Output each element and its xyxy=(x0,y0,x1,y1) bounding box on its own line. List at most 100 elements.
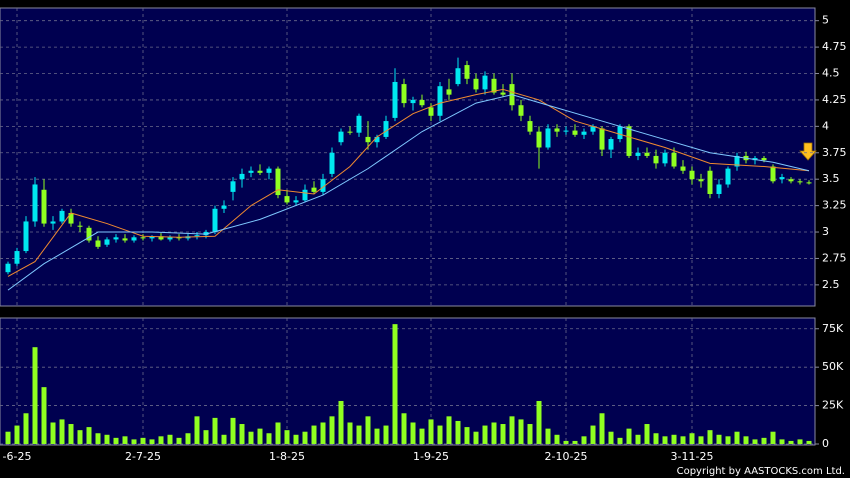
volume-bar xyxy=(50,422,56,444)
candle-body xyxy=(239,173,245,180)
y-tick-label: 3.5 xyxy=(822,172,840,185)
volume-bar xyxy=(626,428,632,444)
y-tick-label: 75K xyxy=(822,322,844,335)
volume-bar xyxy=(23,413,29,444)
volume-bar xyxy=(392,324,398,444)
volume-bar xyxy=(599,413,605,444)
volume-bar xyxy=(572,440,578,444)
candle-body xyxy=(374,136,380,143)
volume-bar xyxy=(473,431,479,444)
candle-body xyxy=(455,68,461,85)
volume-bar xyxy=(194,416,200,444)
volume-bar xyxy=(671,434,677,444)
volume-bar xyxy=(716,434,722,444)
volume-bar xyxy=(77,430,83,444)
candle-body xyxy=(689,170,695,180)
candle-body xyxy=(347,131,353,133)
candle-body xyxy=(626,126,632,156)
volume-bar xyxy=(680,436,686,444)
volume-bar xyxy=(365,416,371,444)
candle-body xyxy=(86,227,92,241)
volume-bar xyxy=(212,417,218,444)
candle-body xyxy=(797,181,803,183)
volume-bar xyxy=(518,419,524,444)
y-tick-label: 4.5 xyxy=(822,67,840,80)
candle-body xyxy=(50,221,56,224)
volume-bar xyxy=(662,436,668,444)
volume-bar xyxy=(428,419,434,444)
volume-bar xyxy=(698,436,704,444)
candle-body xyxy=(545,128,551,148)
candle-body xyxy=(59,210,65,222)
candle-body xyxy=(383,121,389,137)
volume-panel xyxy=(0,317,816,446)
candle-body xyxy=(500,92,506,95)
volume-bar xyxy=(122,436,128,444)
volume-bar xyxy=(752,439,758,444)
volume-bar xyxy=(248,431,254,444)
y-tick-label: 5 xyxy=(822,14,829,27)
copyright: Copyright by AASTOCKS.com Ltd. xyxy=(677,466,845,477)
candle-body xyxy=(590,126,596,132)
volume-bar xyxy=(284,430,290,444)
volume-bar xyxy=(653,433,659,444)
candle-body xyxy=(518,105,524,116)
candle-body xyxy=(806,182,812,184)
volume-bar xyxy=(374,428,380,444)
volume-bar xyxy=(329,416,335,444)
volume-bar xyxy=(509,416,515,444)
price-panel xyxy=(0,7,816,307)
volume-bar xyxy=(707,430,713,444)
candle-body xyxy=(401,84,407,104)
candle-body xyxy=(95,240,101,247)
volume-bar xyxy=(221,434,227,444)
volume-bar xyxy=(464,427,470,444)
candle-body xyxy=(32,184,38,222)
moving-average-line xyxy=(7,94,810,291)
volume-bar xyxy=(239,424,245,444)
candle-body xyxy=(716,184,722,194)
candle-body xyxy=(671,152,677,167)
y-tick-label: 50K xyxy=(822,360,844,373)
volume-bar xyxy=(140,437,146,444)
volume-bar xyxy=(338,400,344,444)
candle-body xyxy=(266,168,272,173)
x-tick-label: 2-10-25 xyxy=(545,450,588,463)
candle-body xyxy=(113,237,119,240)
candle-body xyxy=(23,221,29,252)
volume-bar xyxy=(104,434,110,444)
volume-bar xyxy=(230,417,236,444)
volume-bar xyxy=(185,433,191,444)
volume-bar xyxy=(86,427,92,444)
volume-bar xyxy=(347,422,353,444)
candle-body xyxy=(725,168,731,185)
candle-body xyxy=(482,75,488,90)
candle-body xyxy=(149,236,155,239)
candle-body xyxy=(707,170,713,194)
candle-body xyxy=(104,239,110,245)
volume-bar xyxy=(635,434,641,444)
candle-body xyxy=(248,170,254,173)
y-tick-label: 2.5 xyxy=(822,278,840,291)
candle-body xyxy=(176,237,182,239)
candle-body xyxy=(356,115,362,133)
candle-body xyxy=(275,168,281,196)
candle-body xyxy=(653,155,659,164)
volume-bar xyxy=(500,424,506,444)
volume-bar xyxy=(536,400,542,444)
volume-bar xyxy=(14,425,20,444)
x-tick-label: 2-7-25 xyxy=(125,450,161,463)
volume-bar xyxy=(176,437,182,444)
volume-bar xyxy=(68,424,74,444)
volume-bar xyxy=(770,431,776,444)
volume-bar xyxy=(617,437,623,444)
candle-body xyxy=(491,78,497,93)
volume-bar xyxy=(419,428,425,444)
candle-body xyxy=(311,187,317,192)
candle-body xyxy=(527,121,533,132)
candle-body xyxy=(158,236,164,240)
volume-bar xyxy=(644,424,650,444)
candle-body xyxy=(581,131,587,135)
volume-bar xyxy=(257,428,263,444)
candle-body xyxy=(473,78,479,90)
